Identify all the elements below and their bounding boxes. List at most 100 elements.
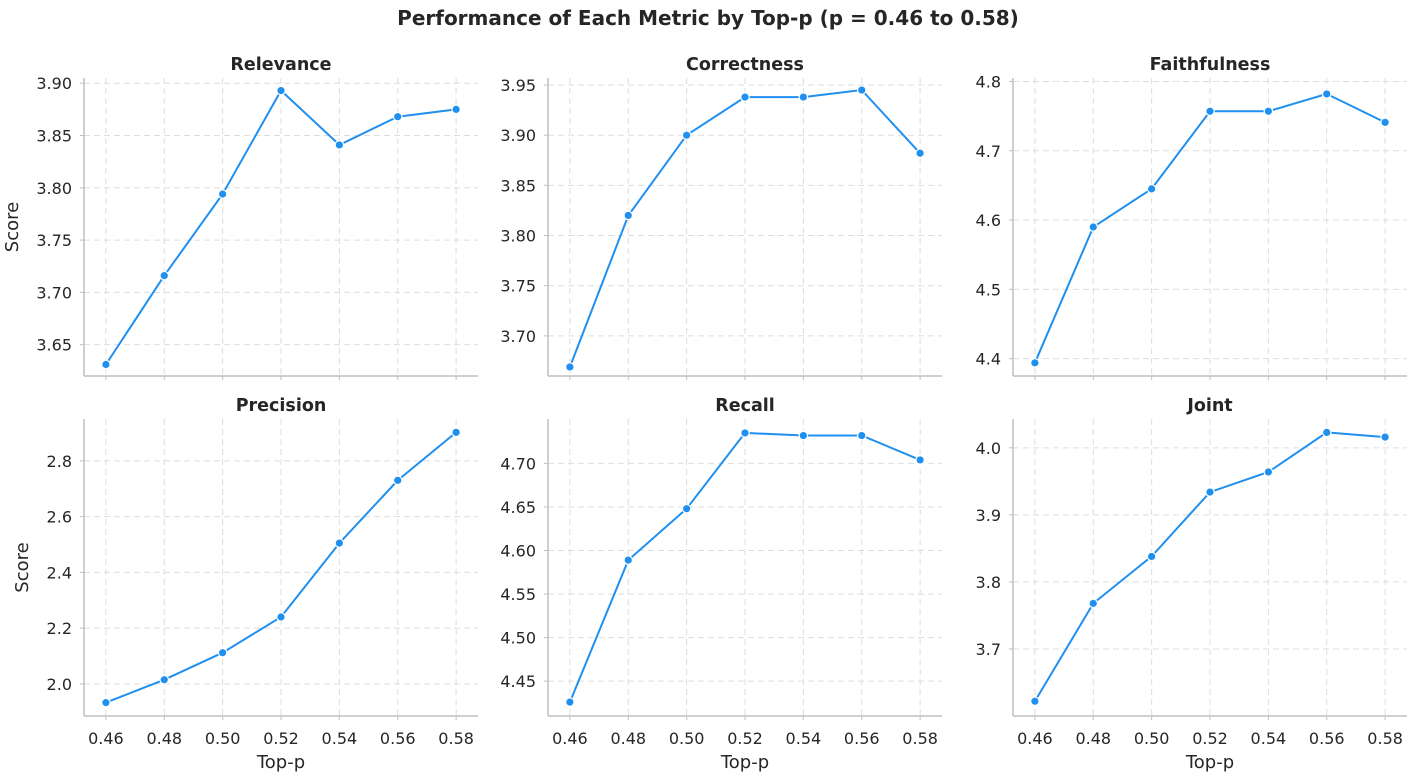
data-point: [392, 475, 403, 486]
data-point: [1088, 598, 1099, 609]
y-tick-label: 3.8: [976, 573, 1001, 592]
data-point: [159, 270, 170, 281]
subplot-precision: 0.46 0.48 0.50 0.52 0.54 0.56 0.58 2.0 2.2 2.4 2.6…: [12, 396, 478, 773]
data-point: [623, 210, 634, 221]
data-point: [1146, 551, 1157, 562]
x-tick-label: 0.50: [1134, 729, 1170, 748]
y-tick-label: 4.50: [500, 629, 536, 648]
y-tick-label: 3.85: [36, 127, 72, 146]
x-tick-label: 0.48: [146, 729, 182, 748]
data-point: [623, 555, 634, 565]
x-tick-label: 0.52: [727, 729, 763, 748]
y-tick-label: 4.5: [976, 280, 1001, 299]
x-tick-label: 0.54: [786, 729, 822, 748]
y-axis-label: Score: [2, 202, 23, 252]
data-point: [451, 427, 461, 438]
x-tick-label: 0.52: [1192, 729, 1228, 748]
data-point: [681, 503, 692, 514]
data-point: [1321, 89, 1332, 99]
data-point: [565, 362, 575, 372]
x-tick-label: 0.48: [610, 729, 646, 748]
y-tick-label: 2.4: [47, 563, 72, 582]
data-point: [915, 148, 925, 159]
data-point: [1321, 427, 1332, 438]
data-point: [217, 189, 228, 199]
data-point: [451, 104, 461, 115]
x-axis-label: Top-p: [1185, 752, 1234, 773]
subplot-faithfulness: 4.4 4.5 4.6 4.7 4.8 Faithfulness: [976, 55, 1407, 380]
x-tick-label: 0.52: [263, 729, 299, 748]
data-point: [565, 697, 575, 707]
y-tick-label: 4.65: [500, 498, 536, 517]
y-tick-label: 2.6: [47, 508, 72, 527]
data-point: [681, 130, 692, 140]
y-tick-label: 3.90: [500, 126, 536, 145]
x-tick-label: 0.56: [1309, 729, 1345, 748]
subplot-grid: 3.65 3.70 3.75 3.80 3.85 3.90 Relevance Score 3.…: [2, 55, 1407, 773]
data-point: [915, 455, 925, 465]
x-axis-label: Top-p: [256, 752, 305, 773]
y-tick-label: 3.80: [500, 227, 536, 246]
subplot-title: Joint: [1186, 396, 1232, 416]
y-tick-label: 3.90: [36, 74, 72, 93]
figure-title: Performance of Each Metric by Top-p (p =…: [397, 6, 1019, 30]
subplot-title: Faithfulness: [1150, 55, 1271, 75]
y-tick-label: 2.8: [47, 452, 72, 471]
data-point: [1380, 117, 1390, 128]
data-point: [740, 428, 750, 438]
x-tick-label: 0.48: [1075, 729, 1111, 748]
subplot-title: Relevance: [230, 55, 331, 75]
x-tick-label: 0.58: [902, 729, 938, 748]
subplot-correctness: 3.70 3.75 3.80 3.85 3.90 3.95 Correctness: [500, 55, 942, 380]
data-point: [1088, 222, 1099, 232]
x-tick-label: 0.50: [205, 729, 241, 748]
x-tick-label: 0.56: [844, 729, 880, 748]
y-tick-label: 2.2: [47, 619, 72, 638]
x-tick-label: 0.46: [1017, 729, 1053, 748]
y-tick-label: 3.70: [500, 327, 536, 346]
data-point: [798, 92, 809, 102]
subplot-recall: 0.46 0.48 0.50 0.52 0.54 0.56 0.58 4.45 4.50 4.55…: [500, 396, 942, 773]
data-point: [276, 85, 286, 96]
data-point: [1263, 467, 1274, 477]
data-point: [334, 140, 345, 150]
data-point: [276, 612, 286, 622]
y-axis-label: Score: [12, 542, 33, 592]
y-tick-label: 4.70: [500, 454, 536, 473]
data-point: [1030, 696, 1040, 707]
x-tick-label: 0.54: [322, 729, 358, 748]
x-axis-label: Top-p: [720, 752, 769, 773]
data-point: [1263, 106, 1274, 117]
y-tick-label: 3.70: [36, 283, 72, 302]
y-tick-label: 3.65: [36, 336, 72, 355]
x-tick-label: 0.56: [380, 729, 416, 748]
y-tick-label: 4.55: [500, 585, 536, 604]
y-tick-label: 4.7: [976, 142, 1001, 161]
y-tick-label: 4.6: [976, 211, 1001, 230]
y-tick-label: 3.95: [500, 76, 536, 95]
subplot-relevance: 3.65 3.70 3.75 3.80 3.85 3.90 Relevance Score: [2, 55, 478, 380]
data-point: [101, 359, 111, 370]
subplot-title: Recall: [715, 396, 775, 416]
x-tick-label: 0.46: [552, 729, 588, 748]
data-point: [392, 111, 403, 122]
data-point: [1205, 106, 1215, 117]
y-tick-label: 3.7: [976, 640, 1001, 659]
x-tick-label: 0.46: [88, 729, 124, 748]
subplot-joint: 0.46 0.48 0.50 0.52 0.54 0.56 0.58 3.7 3.8 3.9 4.0…: [976, 396, 1407, 773]
y-tick-label: 4.8: [976, 72, 1001, 91]
subplot-title: Correctness: [686, 55, 804, 75]
x-tick-label: 0.58: [1367, 729, 1403, 748]
x-tick-label: 0.54: [1251, 729, 1287, 748]
data-point: [159, 674, 170, 685]
data-point: [1380, 432, 1390, 442]
y-tick-label: 3.75: [500, 277, 536, 296]
y-tick-label: 3.85: [500, 176, 536, 195]
data-point: [334, 538, 345, 548]
y-tick-label: 4.4: [976, 350, 1001, 369]
data-point: [798, 430, 809, 441]
y-tick-label: 4.60: [500, 542, 536, 561]
data-point: [740, 92, 750, 102]
y-tick-label: 4.45: [500, 672, 536, 691]
